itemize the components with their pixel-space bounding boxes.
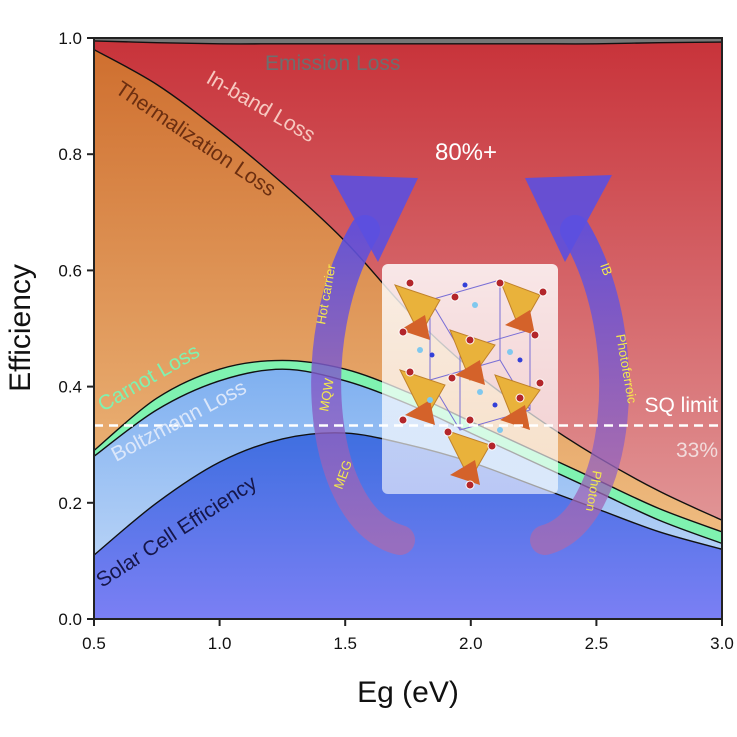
- y-tick-label: 0.0: [58, 610, 82, 629]
- x-tick-label: 0.5: [82, 634, 106, 653]
- x-ticks: 0.5 1.0 1.5 2.0 2.5 3.0: [82, 619, 734, 653]
- x-axis-label: Eg (eV): [357, 676, 459, 709]
- y-tick-label: 1.0: [58, 29, 82, 48]
- x-tick-label: 2.5: [585, 634, 609, 653]
- line-in-band-loss: [94, 40, 722, 45]
- crystal-structure-inset: [382, 264, 558, 494]
- arrow-label-ib: IB: [597, 261, 615, 278]
- y-tick-label: 0.8: [58, 145, 82, 164]
- x-tick-label: 1.0: [208, 634, 232, 653]
- x-tick-label: 3.0: [710, 634, 734, 653]
- sq-limit-value: 33%: [676, 439, 718, 462]
- y-tick-label: 0.4: [58, 378, 82, 397]
- y-axis-label: Efficiency: [4, 264, 37, 392]
- x-tick-label: 2.0: [459, 634, 483, 653]
- highlight-label: 80%+: [435, 139, 497, 166]
- left-curved-arrow: [311, 175, 418, 555]
- y-tick-label: 0.6: [58, 261, 82, 280]
- arrow-label-mqw: MQW: [316, 376, 337, 412]
- sq-limit-label: SQ limit: [645, 394, 719, 417]
- area-solar-cell-efficiency: [94, 432, 722, 619]
- y-ticks: 0.0 0.2 0.4 0.6 0.8 1.0: [58, 29, 94, 629]
- plot-frame: [93, 37, 723, 620]
- arrow-label-photon: Photon: [583, 469, 605, 512]
- right-curved-arrow: [525, 175, 630, 555]
- x-tick-label: 1.5: [333, 634, 357, 653]
- y-tick-label: 0.2: [58, 494, 82, 513]
- emission-loss-label: Emission Loss: [265, 52, 400, 75]
